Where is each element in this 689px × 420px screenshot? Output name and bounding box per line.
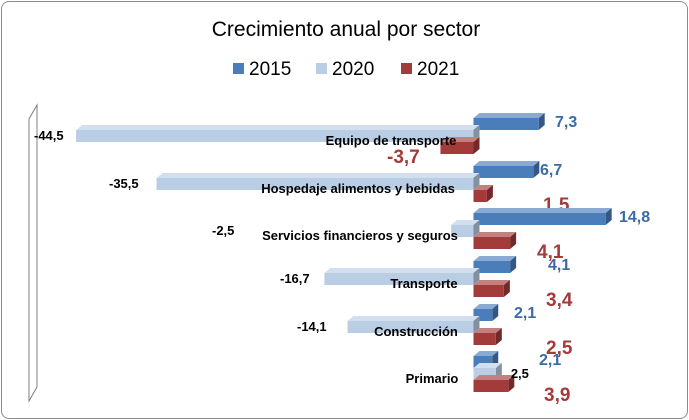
- data-label-hospedaje-alimentos-y-bebidas-2020: -35,5: [109, 176, 139, 191]
- data-label-hospedaje-alimentos-y-bebidas-2015: 6,7: [540, 162, 562, 179]
- bar-primario-2021: [473, 375, 515, 392]
- category-label-equipo-de-transporte: Equipo de transporte: [326, 133, 457, 148]
- bar-hospedaje-alimentos-y-bebidas-2021: [473, 185, 493, 202]
- data-label-primario-2020: 2,5: [511, 366, 529, 381]
- category-label-primario: Primario: [406, 371, 459, 386]
- category-label-transporte: Transporte: [390, 276, 457, 291]
- chart-wall-side: [28, 103, 38, 403]
- data-label-transporte-2021: 3,4: [546, 290, 573, 311]
- data-label-construccion-2021: 2,5: [546, 338, 573, 359]
- bar-hospedaje-alimentos-y-bebidas-2015: [473, 161, 540, 178]
- data-label-equipo-de-transporte-2021: -3,7: [387, 147, 420, 168]
- bar-servicios-financieros-y-seguros-2015: [473, 208, 612, 225]
- data-label-servicios-financieros-y-seguros-2020: -2,5: [212, 223, 234, 238]
- legend-label-2020: 2020: [332, 59, 374, 80]
- bar-equipo-de-transporte-2021: [440, 137, 480, 154]
- data-label-equipo-de-transporte-2020: -44,5: [34, 128, 64, 143]
- bar-transporte-2015: [473, 256, 517, 273]
- plot-area: Equipo de transporte 7,3 -44,5 -3,7 Hospedaj…: [34, 113, 650, 406]
- legend-swatch-2020: [316, 63, 327, 74]
- legend-swatch-2021: [401, 63, 412, 74]
- category-label-hospedaje-alimentos-y-bebidas: Hospedaje alimentos y bebidas: [261, 181, 455, 196]
- bar-equipo-de-transporte-2015: [473, 113, 545, 130]
- bar-servicios-financieros-y-seguros-2021: [473, 232, 517, 249]
- data-label-primario-2021: 3,9: [544, 385, 570, 406]
- legend-swatch-2015: [233, 63, 244, 74]
- legend: 2015 2020 2021: [233, 59, 459, 80]
- bar-transporte-2020: [324, 268, 480, 285]
- data-label-transporte-2015: 4,1: [548, 257, 570, 274]
- chart-wall: [28, 103, 38, 403]
- bar-servicios-financieros-y-seguros-2020: [451, 220, 480, 237]
- legend-label-2015: 2015: [249, 59, 291, 80]
- data-label-construccion-2020: -14,1: [297, 319, 327, 334]
- data-label-transporte-2020: -16,7: [280, 271, 310, 286]
- data-label-servicios-financieros-y-seguros-2021: 4,1: [537, 242, 564, 263]
- bar-construccion-2021: [473, 328, 502, 345]
- bar-hospedaje-alimentos-y-bebidas-2020: [156, 173, 480, 190]
- bar-equipo-de-transporte-2020: [76, 125, 480, 142]
- category-label-construccion: Construcción: [374, 324, 458, 339]
- data-label-primario-2015: 2,1: [539, 352, 561, 369]
- bar-construccion-2020: [347, 316, 480, 333]
- chart-title: Crecimiento anual por sector: [212, 18, 480, 41]
- data-label-equipo-de-transporte-2015: 7,3: [555, 114, 577, 131]
- legend-label-2021: 2021: [417, 59, 459, 80]
- data-label-construccion-2015: 2,1: [514, 305, 536, 322]
- category-label-servicios-financieros-y-seguros: Servicios financieros y seguros: [262, 228, 458, 243]
- data-label-servicios-financieros-y-seguros-2015: 14,8: [619, 209, 650, 226]
- bar-transporte-2021: [473, 280, 510, 297]
